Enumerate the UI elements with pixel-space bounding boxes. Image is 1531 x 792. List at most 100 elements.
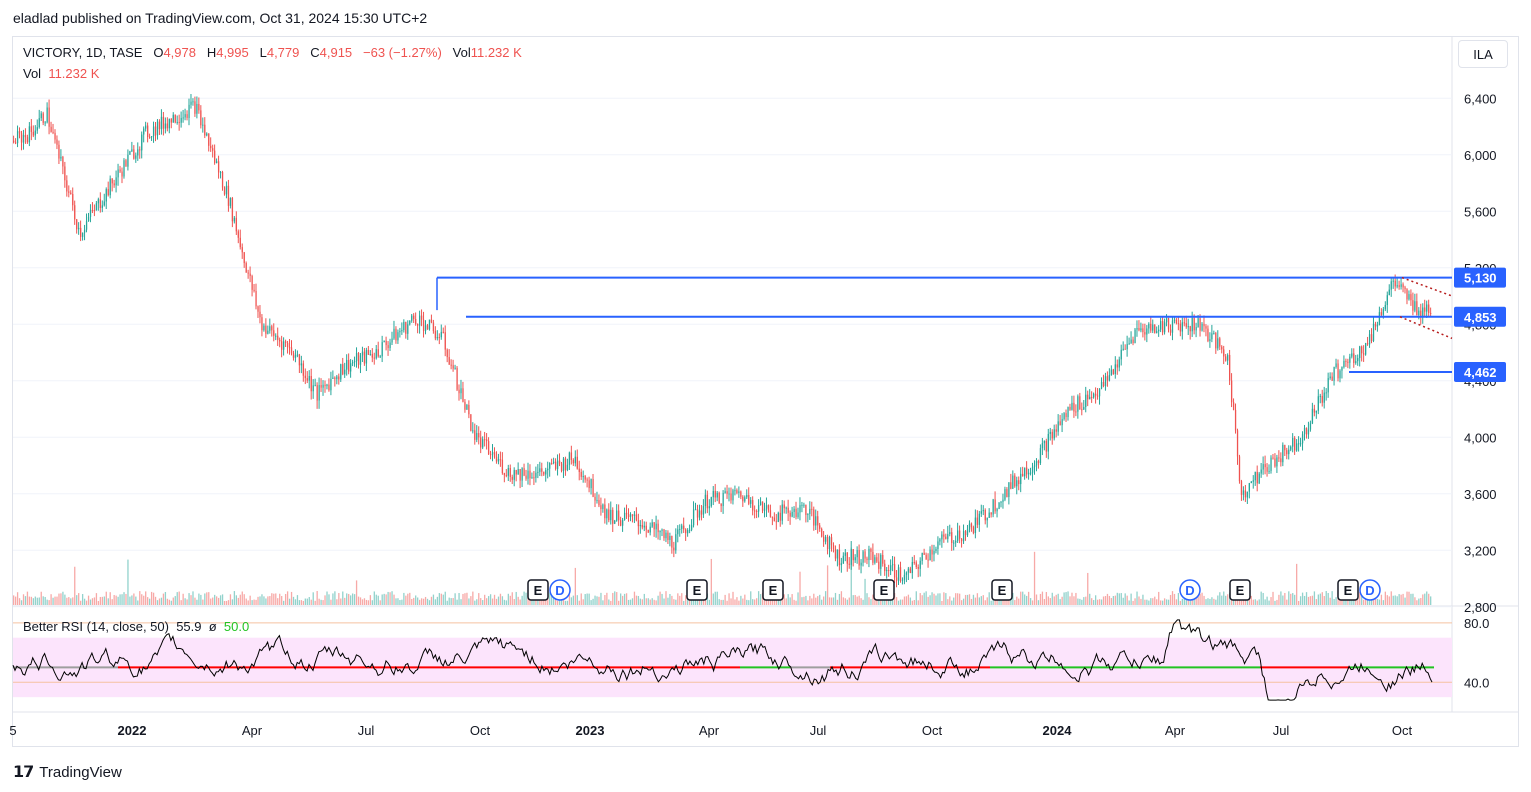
volume-bar [148,598,151,605]
volume-bar [1169,594,1172,605]
candle-body [200,110,202,126]
volume-bar [387,591,389,605]
volume-bar [275,593,277,605]
volume-bar [742,598,744,605]
volume-bar [1022,591,1024,605]
volume-bar [1311,595,1314,605]
volume-bar [592,598,594,605]
candle-body [1299,443,1302,445]
candle-body [1118,359,1120,368]
volume-bar [663,598,665,605]
candle-body [284,341,287,343]
volume-bar [137,600,139,605]
volume-bar [562,598,565,605]
volume-bar [263,596,265,605]
candle-body [247,272,249,274]
volume-bar [509,595,511,605]
volume-bar [661,593,663,605]
candle-body [527,470,529,479]
candle-body [828,537,831,550]
candle-body [683,525,685,530]
candle-body [1077,396,1079,412]
volume-bar [407,593,409,605]
volume-bar [1366,598,1369,605]
volume-bar [1029,598,1032,605]
candle-body [30,126,33,132]
candle-body [393,328,395,339]
candle-body [1374,323,1377,327]
volume-bar [594,595,596,605]
candle-body [480,437,482,448]
volume-bar [247,600,249,605]
volume-bar [495,598,498,605]
volume-bar [976,593,979,605]
candle-body [558,460,561,464]
candle-body [890,565,892,571]
candle-body [824,536,827,542]
candle-body [13,140,15,143]
rsi-line [12,619,1433,701]
volume-bar [1313,591,1316,605]
candle-body [1276,457,1278,467]
volume-bar [586,593,588,605]
candle-body [154,126,157,136]
volume-bar [616,592,618,605]
earnings-marker [1229,579,1251,601]
candle-body [123,160,125,177]
volume-bar [959,593,961,605]
candle-body [304,375,306,379]
volume-bar [97,600,100,605]
candle-body [807,514,809,516]
earnings-marker [686,579,708,601]
candle-body [610,509,612,521]
volume-bar [436,596,439,605]
earnings-marker [1337,579,1359,601]
close-label: C [310,45,320,60]
volume-bar [359,597,362,605]
volume-bar [373,591,375,605]
volume-bar [925,591,927,605]
volume-bar [56,596,58,605]
volume-bar [970,598,973,605]
candle-body [742,496,744,502]
candle-body [842,555,845,564]
candle-body [1355,361,1357,363]
candle-body [1386,295,1388,306]
volume-bar [1296,563,1298,605]
volume-bar [1144,599,1146,605]
candle-body [736,490,738,493]
volume-bar [389,592,391,605]
event-marker-label: E [534,583,543,598]
volume-bar [1142,594,1144,605]
volume-bar [322,600,324,605]
candle-body [738,491,740,493]
tradingview-logo[interactable]: 𝟭𝟳 TradingView [13,762,122,782]
volume-bar [87,595,90,605]
candle-body [734,490,736,492]
currency-button[interactable]: ILA [1458,40,1508,68]
candle-body [1183,322,1185,324]
volume-bar [411,598,413,605]
candle-body [688,529,691,531]
candle-body [1136,328,1138,330]
candle-body [608,509,610,521]
volume-bar [724,594,726,605]
volume-bar [355,580,358,605]
volume-bar [909,597,912,605]
volume-bar [590,600,592,605]
candle-body [925,554,927,560]
volume-bar [476,599,478,605]
volume-bar [614,591,616,605]
candle-body [1215,333,1217,349]
candle-body [1349,356,1351,363]
candle-body [1341,367,1343,371]
candle-body [1073,402,1075,412]
candle-body [129,151,131,155]
candle-body [109,178,111,196]
candle-body [438,337,440,339]
volume-bar [1071,592,1073,605]
tradingview-logo-icon: 𝟭𝟳 [13,764,34,781]
volume-bar [464,593,466,605]
volume-bar [1150,598,1152,605]
